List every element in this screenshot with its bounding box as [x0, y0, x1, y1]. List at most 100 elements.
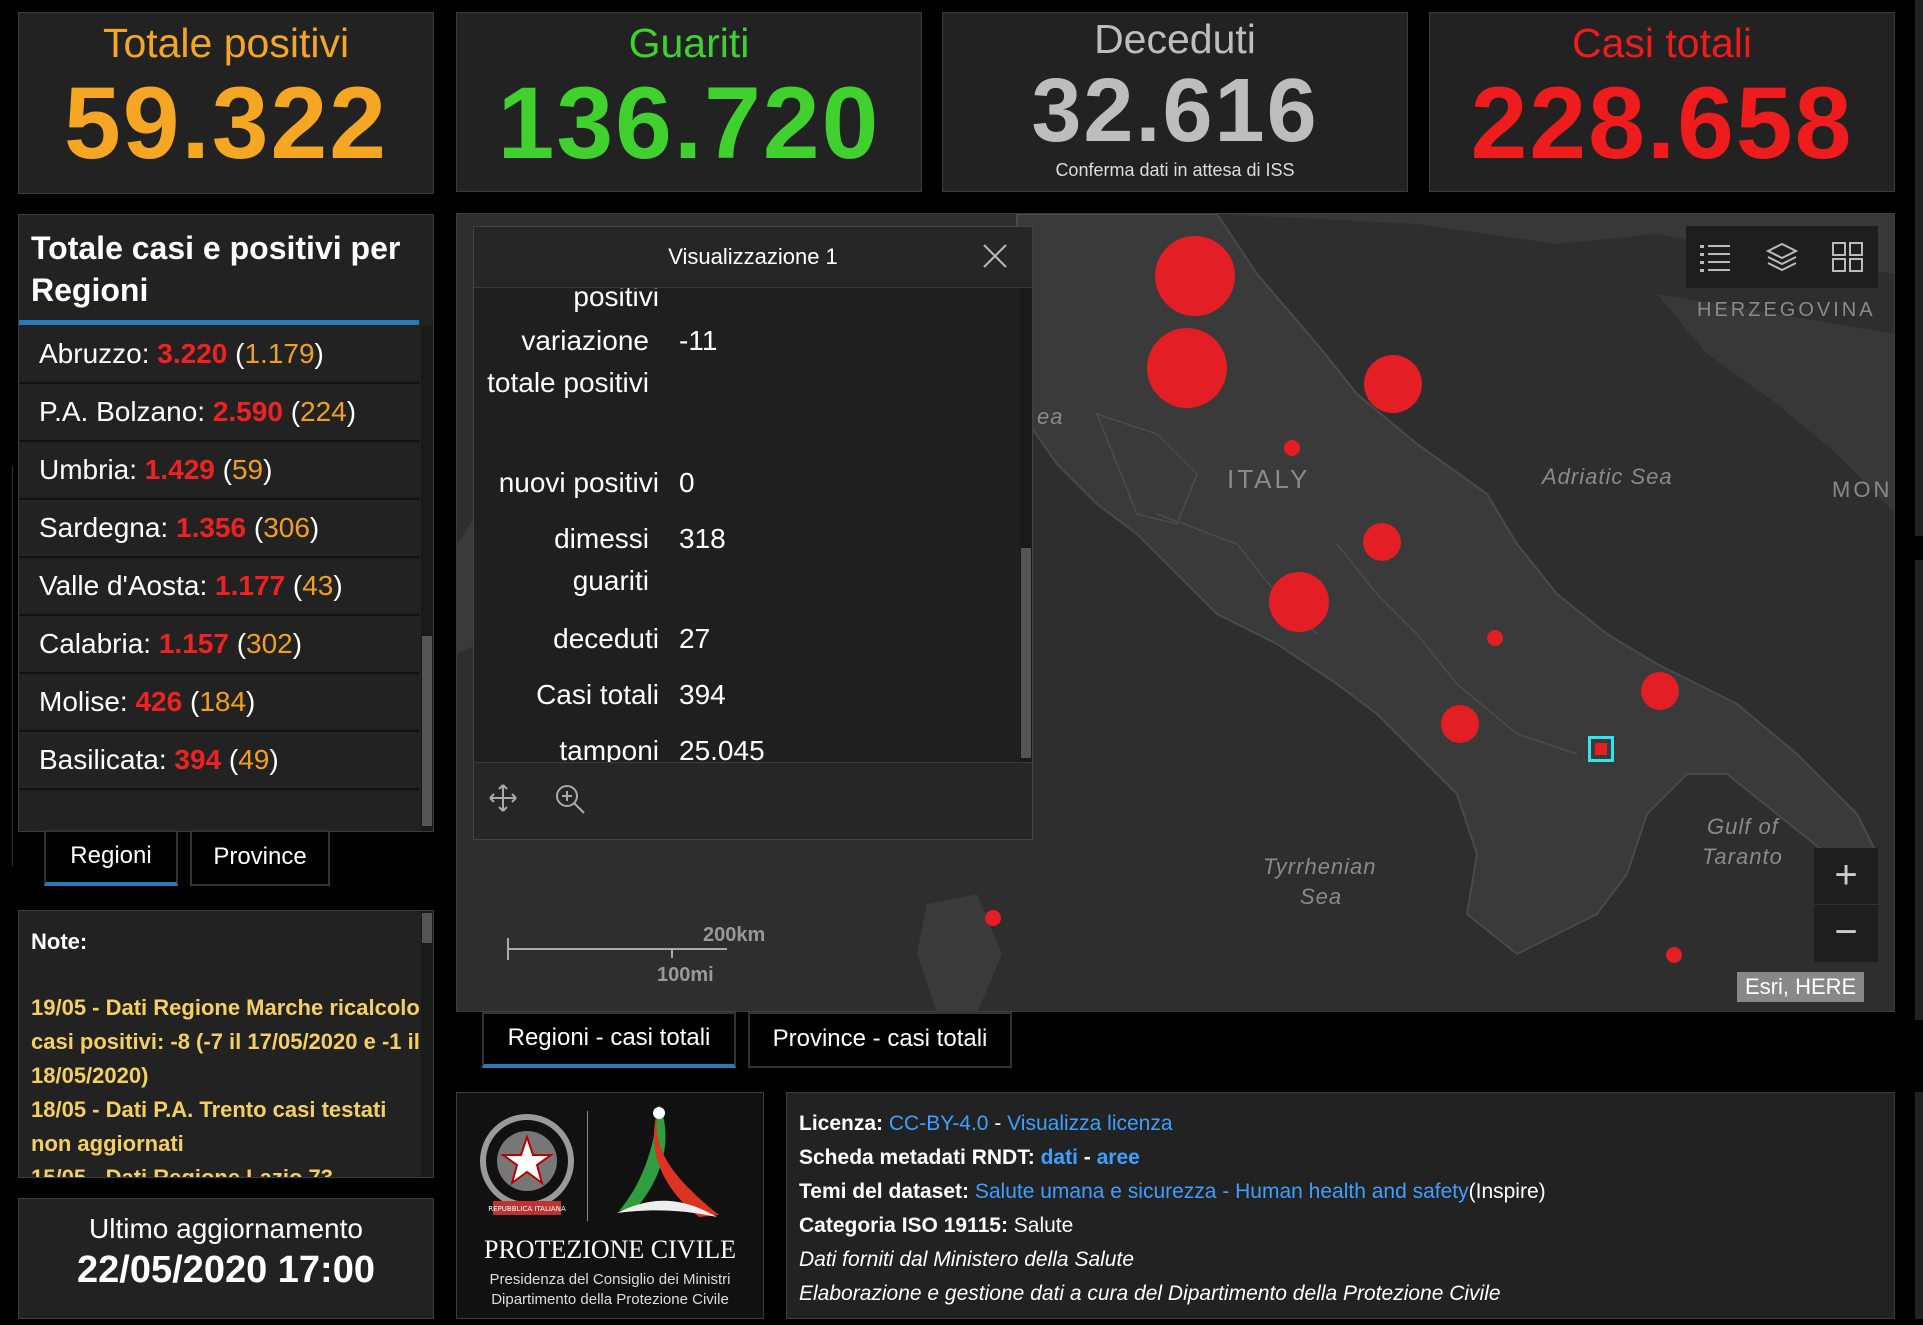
tab-province[interactable]: Province	[190, 830, 330, 886]
region-bubble[interactable]	[1147, 328, 1227, 408]
pan-icon[interactable]	[488, 783, 518, 818]
region-bubble[interactable]	[1641, 672, 1679, 710]
popup-value: 27	[679, 623, 711, 654]
popup-value: 318	[679, 523, 726, 554]
scale-mi: 100mi	[657, 964, 714, 986]
map-label-taranto: Taranto	[1702, 844, 1783, 869]
region-row[interactable]: Molise: 426 (184)	[19, 674, 419, 732]
region-positive: 184	[199, 686, 247, 717]
close-icon[interactable]	[980, 241, 1010, 271]
zoom-in-button[interactable]: +	[1814, 848, 1878, 905]
info-scheda-key: Scheda metadati RNDT:	[799, 1146, 1035, 1169]
notes-scroll-thumb[interactable]	[422, 913, 432, 943]
map-label-tyrrhenian: Tyrrhenian	[1263, 854, 1377, 879]
tab-regioni[interactable]: Regioni	[44, 830, 178, 886]
region-total: 2.590	[212, 396, 283, 427]
region-bubble[interactable]	[1363, 523, 1401, 561]
region-row[interactable]: P.A. Bolzano: 2.590 (224)	[19, 384, 419, 442]
info-licenza: Licenza: CC-BY-4.0 - Visualizza licenza	[799, 1107, 1882, 1141]
map-attribution: Esri, HERE	[1737, 972, 1865, 1002]
region-positive-open: (	[222, 454, 232, 485]
region-positive-close: )	[333, 570, 343, 601]
region-positive-close: )	[346, 396, 357, 427]
region-bubble[interactable]	[1364, 355, 1422, 413]
stat-positivi-label: Totale positivi	[102, 20, 350, 66]
zoom-to-icon[interactable]	[554, 783, 586, 820]
regions-scroll-thumb[interactable]	[422, 636, 432, 826]
region-positive-open: (	[292, 570, 303, 601]
region-positive: 302	[246, 628, 293, 659]
logo-panel: REPUBBLICA ITALIANA PROTEZIONE CIVILE Pr…	[456, 1092, 764, 1319]
left-edge-fragment	[0, 466, 13, 866]
region-row[interactable]: Umbria: 1.429 (59)	[19, 442, 419, 500]
note-item: 18/05 - Dati P.A. Trento casi testati no…	[31, 1097, 387, 1156]
info-fonte: Dati forniti dal Ministero della Salute	[799, 1248, 1134, 1271]
dati-link[interactable]: dati	[1040, 1146, 1078, 1169]
region-name: Abruzzo:	[39, 338, 150, 369]
legend-icon[interactable]	[1700, 242, 1730, 277]
info-panel: Licenza: CC-BY-4.0 - Visualizza licenza …	[786, 1092, 1895, 1319]
stat-casi-totali: Casi totali 228.658	[1429, 12, 1895, 192]
popup-value: -11	[679, 325, 718, 356]
region-bubble[interactable]	[1666, 947, 1682, 963]
license-link[interactable]: CC-BY-4.0	[888, 1112, 989, 1135]
tab-province-casi[interactable]: Province - casi totali	[748, 1012, 1012, 1068]
region-bubble[interactable]	[1269, 572, 1329, 632]
basemap-gallery-icon[interactable]	[1832, 242, 1864, 277]
notes-panel: Note: 19/05 - Dati Regione Marche ricalc…	[18, 910, 434, 1178]
info-scheda: Scheda metadati RNDT: dati - aree	[799, 1141, 1882, 1175]
popup-scroll-thumb[interactable]	[1021, 548, 1031, 758]
popup-scrollbar[interactable]	[1020, 288, 1032, 768]
stat-guariti-value: 136.720	[497, 66, 881, 180]
region-bubble[interactable]	[1284, 440, 1300, 456]
note-item: 15/05 - Dati Regione Lazio 73	[31, 1165, 333, 1178]
region-row[interactable]: Basilicata: 394 (49)	[19, 732, 419, 790]
map-label-italy: ITALY	[1227, 464, 1311, 494]
info-elaborazione: Elaborazione e gestione dati a cura del …	[799, 1282, 1501, 1305]
map-view[interactable]: HERZEGOVINA ITALY Adriatic Sea MON Tyrrh…	[456, 213, 1895, 1012]
region-positive-open: (	[290, 396, 301, 427]
selected-region-marker[interactable]	[1588, 736, 1614, 762]
tab-regioni-casi[interactable]: Regioni - casi totali	[482, 1012, 736, 1068]
map-label-herzegovina: HERZEGOVINA	[1697, 299, 1876, 321]
temi-link[interactable]: Salute umana e sicurezza - Human health …	[974, 1180, 1469, 1203]
region-row[interactable]: Sardegna: 1.356 (306)	[19, 500, 419, 558]
layers-icon[interactable]	[1765, 242, 1799, 277]
view-license-link[interactable]: Visualizza licenza	[1007, 1112, 1173, 1135]
seal-text: REPUBBLICA ITALIANA	[488, 1205, 566, 1213]
region-positive: 1.179	[244, 338, 315, 369]
regions-scrollbar[interactable]	[421, 326, 433, 831]
region-list[interactable]: Abruzzo: 3.220 (1.179) P.A. Bolzano: 2.59…	[19, 326, 419, 790]
stat-guariti-label: Guariti	[628, 20, 750, 66]
region-name: Calabria:	[39, 628, 152, 659]
logo-sub2: Dipartimento della Protezione Civile	[491, 1291, 729, 1308]
notes-scrollbar[interactable]	[421, 911, 433, 1177]
region-bubble[interactable]	[1487, 630, 1503, 646]
region-name: Molise:	[39, 686, 128, 717]
region-name: Basilicata:	[39, 744, 167, 775]
map-toolbar	[1686, 226, 1878, 288]
zoom-out-button[interactable]: −	[1834, 910, 1858, 954]
aree-link[interactable]: aree	[1096, 1146, 1140, 1169]
region-row[interactable]: Valle d'Aosta: 1.177 (43)	[19, 558, 419, 616]
scale-bar: 200km 100mi	[507, 924, 765, 986]
info-temi-tail: (Inspire)	[1468, 1180, 1546, 1203]
region-positive-close: )	[263, 454, 273, 485]
region-row[interactable]: Calabria: 1.157 (302)	[19, 616, 419, 674]
stat-positivi: Totale positivi 59.322	[18, 12, 434, 194]
map-label-gulf: Gulf of	[1707, 814, 1779, 839]
region-bubble[interactable]	[1155, 236, 1235, 316]
region-total: 394	[174, 744, 222, 775]
stat-positivi-value: 59.322	[64, 66, 388, 180]
popup-body[interactable]: positivi variazione totale positivi -11 …	[474, 288, 1019, 768]
logo-divider	[587, 1111, 588, 1221]
region-name: Sardegna:	[39, 512, 169, 543]
popup-key: nuovi positivi	[498, 467, 659, 498]
scale-km: 200km	[703, 924, 766, 946]
region-row[interactable]: Abruzzo: 3.220 (1.179)	[19, 326, 419, 384]
stat-guariti: Guariti 136.720	[456, 12, 922, 192]
region-bubble[interactable]	[1441, 705, 1479, 743]
info-licenza-key: Licenza:	[799, 1112, 884, 1135]
region-positive: 224	[300, 396, 347, 427]
region-bubble[interactable]	[985, 910, 1001, 926]
